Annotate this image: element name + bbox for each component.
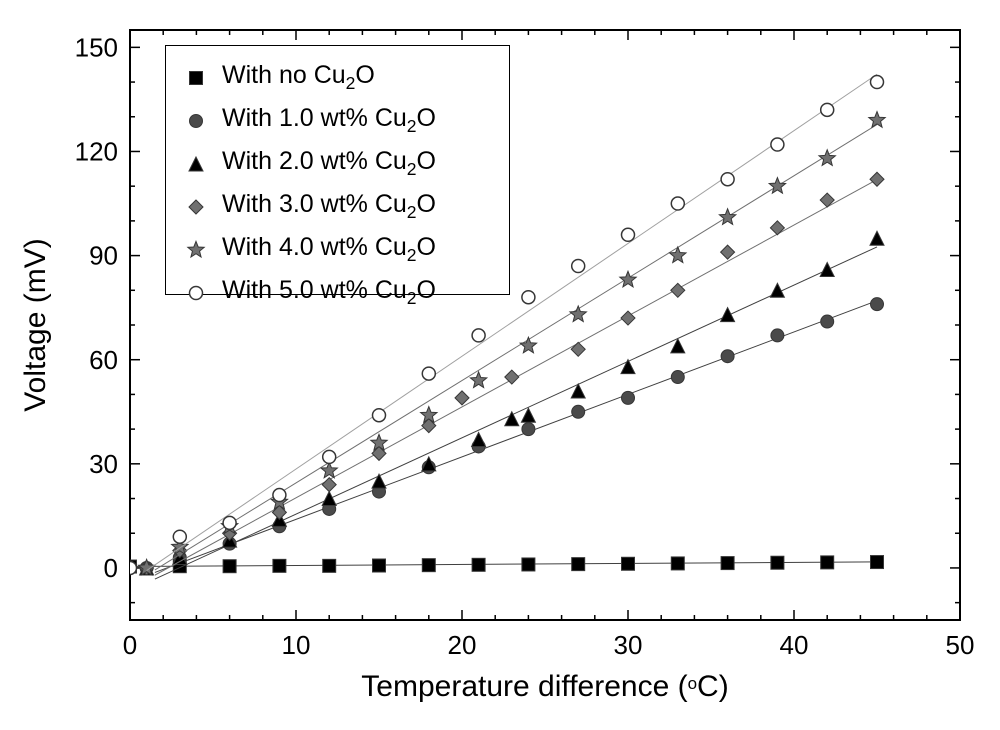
svg-text:60: 60: [89, 345, 118, 375]
legend-marker-icon: [178, 278, 222, 308]
svg-text:120: 120: [75, 137, 118, 167]
legend-label: With 2.0 wt% Cu2O: [222, 147, 436, 180]
svg-text:10: 10: [282, 630, 311, 660]
legend-label: With 5.0 wt% Cu2O: [222, 276, 436, 309]
svg-text:Voltage (mV): Voltage (mV): [19, 238, 52, 411]
svg-text:90: 90: [89, 241, 118, 271]
svg-text:30: 30: [89, 449, 118, 479]
svg-text:40: 40: [780, 630, 809, 660]
legend-marker-icon: [178, 106, 222, 136]
svg-text:50: 50: [946, 630, 975, 660]
svg-text:0: 0: [123, 630, 137, 660]
legend-label: With 1.0 wt% Cu2O: [222, 104, 436, 137]
legend-marker-icon: [178, 63, 222, 93]
svg-text:30: 30: [614, 630, 643, 660]
legend-item: With 1.0 wt% Cu2O: [178, 101, 497, 140]
legend-marker-icon: [178, 192, 222, 222]
legend-item: With 5.0 wt% Cu2O: [178, 273, 497, 312]
legend-item: With 3.0 wt% Cu2O: [178, 187, 497, 226]
legend-label: With 3.0 wt% Cu2O: [222, 190, 436, 223]
legend-label: With no Cu2O: [222, 61, 375, 94]
legend-label: With 4.0 wt% Cu2O: [222, 233, 436, 266]
legend-marker-icon: [178, 149, 222, 179]
legend-marker-icon: [178, 235, 222, 265]
chart-container: 0 10 20 30 40 50 0 30 60 90 120 150 Temperature diff…: [0, 0, 1000, 730]
legend-item: With 2.0 wt% Cu2O: [178, 144, 497, 183]
legend: With no Cu2O With 1.0 wt% Cu2O With 2.0 wt…: [165, 45, 510, 295]
svg-text:Temperature difference (oC): Temperature difference (oC): [361, 670, 728, 703]
svg-text:20: 20: [448, 630, 477, 660]
legend-item: With 4.0 wt% Cu2O: [178, 230, 497, 269]
legend-item: With no Cu2O: [178, 58, 497, 97]
svg-text:0: 0: [104, 553, 118, 583]
svg-text:150: 150: [75, 32, 118, 62]
